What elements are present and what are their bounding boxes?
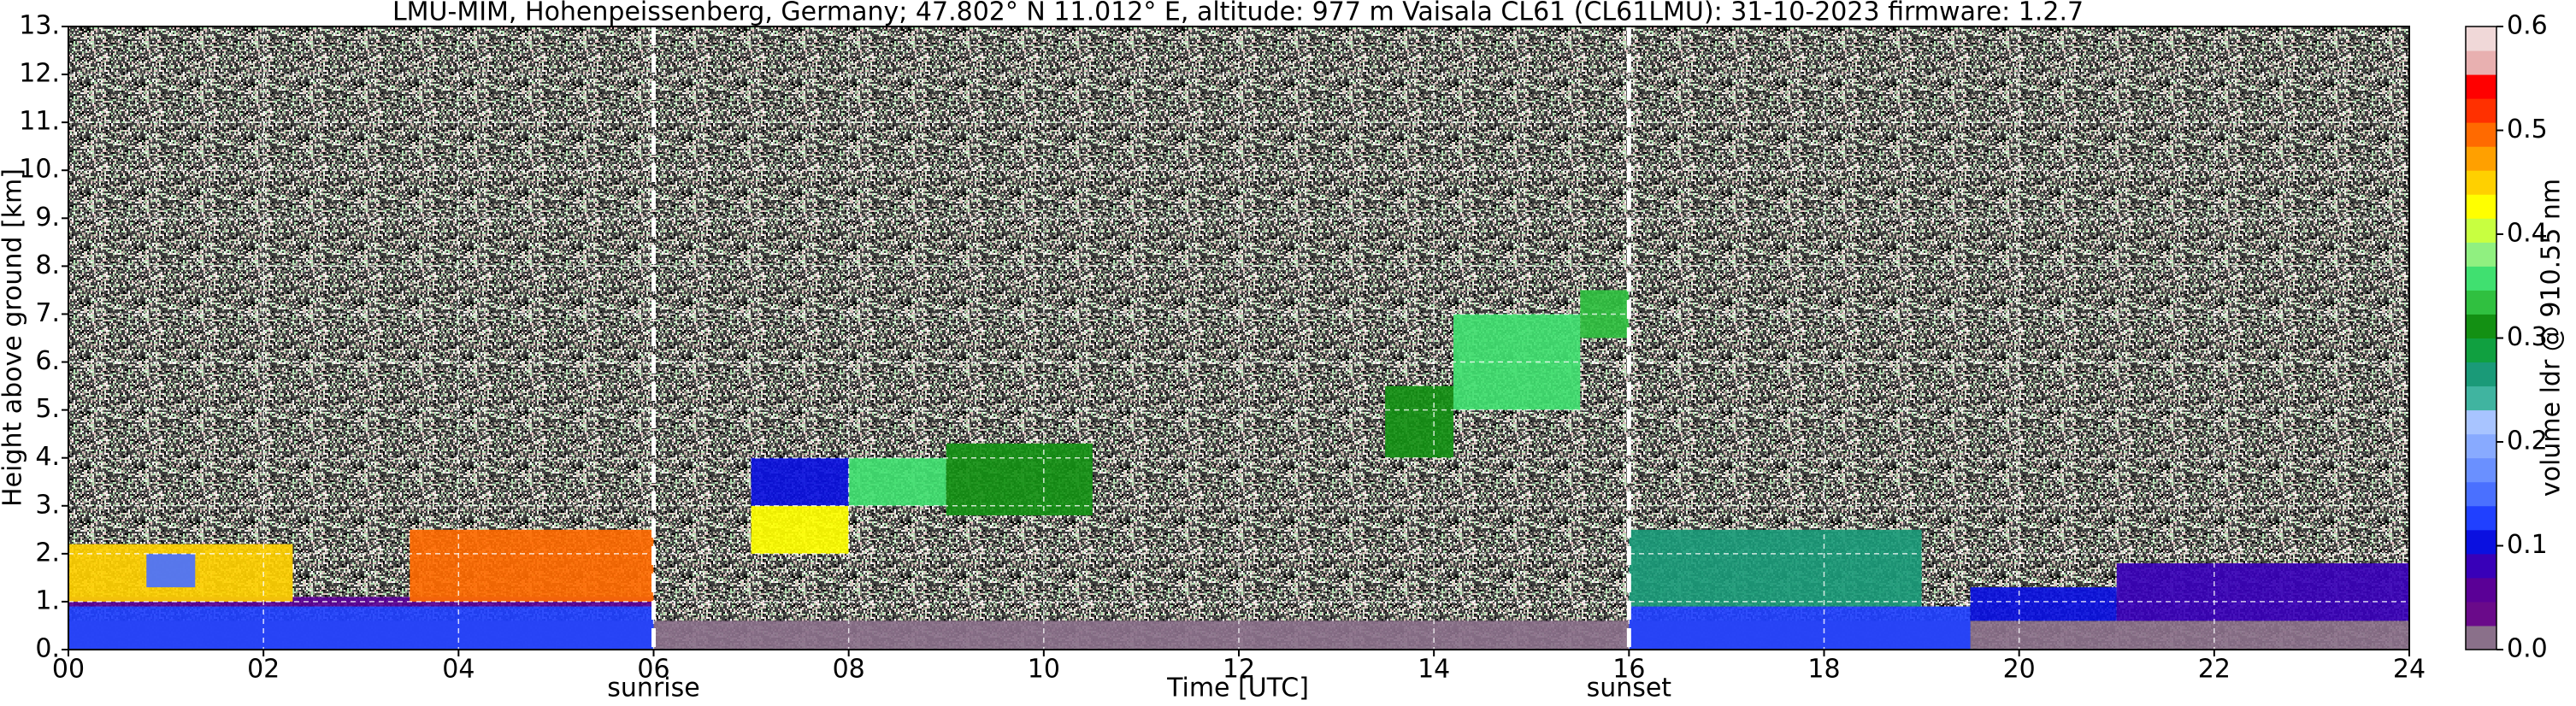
colorbar-swatch [2466,601,2496,627]
colorbar-swatch [2466,457,2496,483]
y-tick-label: 7. [35,298,60,328]
heatmap-cell [751,457,849,506]
y-tick-label: 3. [35,490,60,520]
x-tick-label: 00 [52,655,85,685]
y-tick-label: 2. [35,538,60,568]
x-tick-label: 16 [1612,655,1645,685]
x-tick-label: 14 [1418,655,1450,685]
colorbar-tick-label: 0.0 [2507,634,2548,664]
y-tick-label: 9. [35,203,60,232]
colorbar-swatch [2466,74,2496,99]
y-tick-label: 1. [35,585,60,615]
colorbar-tick-label: 0.1 [2507,530,2548,560]
y-axis-label: Height above ground [km] [0,168,28,507]
y-tick-label: 6. [35,346,60,376]
heatmap-cell [1629,606,1971,650]
colorbar-swatch [2466,409,2496,435]
y-tick-label: 5. [35,394,60,424]
x-tick-label: 10 [1028,655,1060,685]
y-tick-label: 8. [35,250,60,280]
colorbar-swatch [2466,170,2496,195]
plot-frame [68,26,2410,650]
colorbar-swatch [2466,266,2496,291]
colorbar-swatch [2466,290,2496,315]
colorbar-swatch [2466,98,2496,123]
colorbar-swatch [2466,194,2496,219]
x-tick-label: 08 [833,655,865,685]
y-tick-label: 10. [19,155,60,185]
colorbar-label: volume ldr @ 910.55 nm [2537,179,2567,497]
colorbar-swatch [2466,362,2496,387]
heatmap-cell [1385,385,1453,458]
colorbar-swatch [2466,625,2496,650]
y-tick-label: 13. [19,11,60,41]
x-axis-label: Time [UTC] [1166,674,1309,703]
colorbar-swatch [2466,242,2496,267]
x-tick-label: 06 [637,655,669,685]
y-tick-label: 12. [19,59,60,89]
colorbar-swatch [2466,218,2496,243]
colorbar-swatch [2466,481,2496,507]
colorbar-swatch [2466,338,2496,363]
heatmap-cell [410,529,654,602]
heatmap-cell [2116,563,2409,621]
heatmap-cell [1629,529,1922,607]
colorbar-swatch [2466,529,2496,555]
colorbar-tick-label: 0.2 [2507,427,2548,456]
heatmap [68,290,2409,650]
y-tick-label: 4. [35,442,60,472]
x-tick-label: 22 [2198,655,2231,685]
colorbar-swatch [2466,433,2496,459]
colorbar-swatch [2466,577,2496,603]
heatmap-cell [68,606,654,650]
chart-title: LMU-MIM, Hohenpeissenberg, Germany; 47.8… [392,0,2084,27]
colorbar-tick-label: 0.3 [2507,322,2548,352]
y-tick-label: 11. [19,107,60,137]
colorbar-swatch [2466,122,2496,147]
colorbar-swatch [2466,50,2496,75]
x-tick-label: 18 [1807,655,1840,685]
colorbar-swatch [2466,385,2496,411]
colorbar-swatch [2466,146,2496,171]
heatmap-cell [1970,587,2117,621]
colorbar-swatch [2466,314,2496,338]
heatmap-cell [751,505,849,554]
x-tick-label: 02 [247,655,280,685]
colorbar-swatch [2466,505,2496,531]
heatmap-cell [146,553,196,588]
colorbar-tick-label: 0.6 [2507,11,2548,41]
x-tick-label: 04 [442,655,475,685]
colorbar-swatch [2466,553,2496,579]
colorbar-tick-label: 0.4 [2507,219,2548,249]
heatmap-cell [946,443,1093,515]
y-tick-label: 0. [35,634,60,664]
annotation-label: sunrise [607,674,699,703]
x-tick-label: 24 [2393,655,2426,685]
colorbar-tick-label: 0.5 [2507,115,2548,144]
heatmap-cell [848,457,946,506]
x-tick-label: 20 [2003,655,2036,685]
colorbar-swatch [2466,26,2496,51]
annotation-label: sunset [1587,674,1672,703]
x-tick-label: 12 [1223,655,1255,685]
